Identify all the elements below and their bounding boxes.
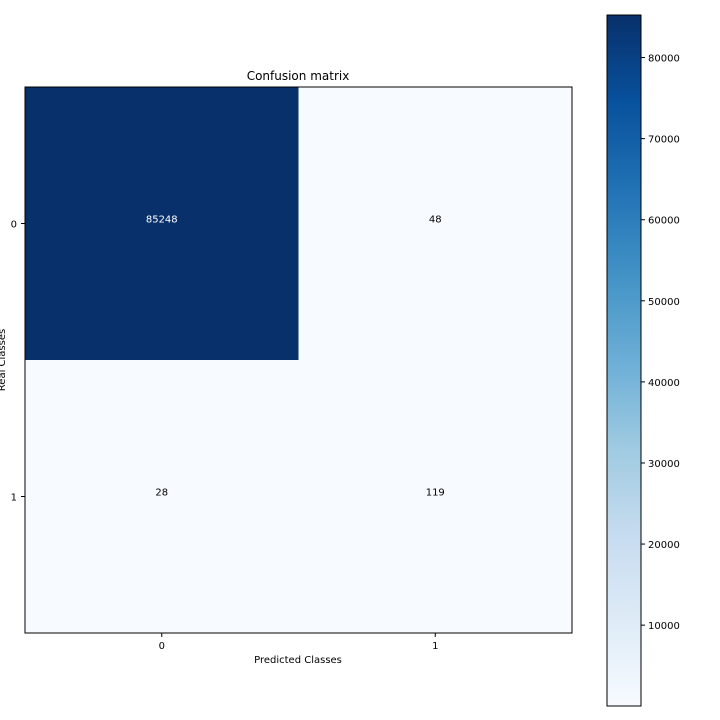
colorbar-tick-label: 70000 [648,135,680,146]
colorbar-tick-label: 60000 [648,216,680,227]
y-tick-label: 1 [11,493,17,504]
y-axis-label: Real Classes [0,329,8,391]
heatmap-cell [25,87,299,360]
cell-value-label: 28 [155,488,168,499]
colorbar-tick-label: 80000 [648,54,680,65]
colorbar-tick-label: 10000 [648,621,680,632]
colorbar-tick-label: 30000 [648,459,680,470]
heatmap-cell [298,87,572,360]
x-tick-label: 1 [432,641,438,652]
colorbar-tick-label: 20000 [648,540,680,551]
heatmap-cell [25,360,299,633]
y-axis-ticks: 01 [11,220,25,504]
cell-value-label: 119 [426,488,445,499]
colorbar-tick-label: 40000 [648,378,680,389]
plot-frame [24,86,573,634]
x-axis-label: Predicted Classes [254,655,342,666]
colorbar-ticks: 10000 20000 30000 40000 50000 60000 70000 80000 [641,54,680,632]
chart-title: Confusion matrix [247,69,350,83]
colorbar [606,14,642,707]
x-tick-label: 0 [159,641,165,652]
colorbar-tick-label: 50000 [648,297,680,308]
cell-value-label: 85248 [146,215,178,226]
cell-value-label: 48 [429,215,442,226]
heatmap-cells [25,87,572,633]
y-tick-label: 0 [11,220,17,231]
heatmap-cell-labels: 85248 48 28 119 [146,215,445,499]
heatmap-cell [298,360,572,633]
